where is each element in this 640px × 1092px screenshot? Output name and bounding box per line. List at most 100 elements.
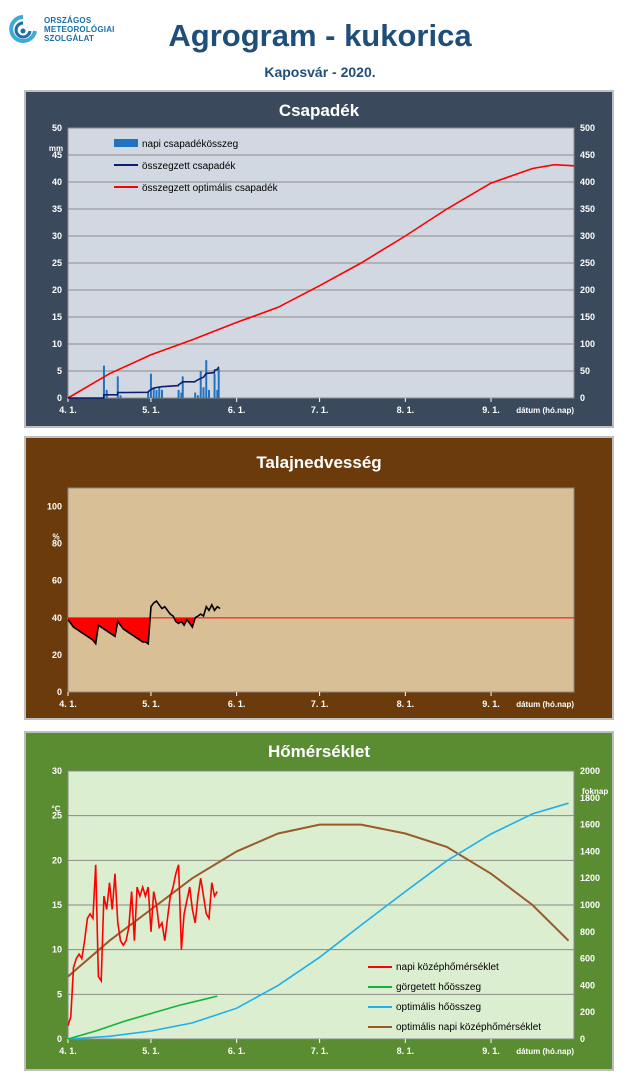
daily-precip-bar (102, 365, 105, 398)
daily-precip-bar (199, 371, 202, 398)
daily-precip-bar (217, 368, 220, 398)
y2-tick-label: 2000 (580, 766, 600, 776)
x-axis-label: dátum (hó.nap) (516, 700, 574, 709)
page-title: Agrogram - kukorica (168, 18, 472, 53)
y-tick-label: 25 (52, 811, 62, 821)
daily-precip-bar (152, 387, 155, 398)
y2-tick-label: 50 (580, 366, 590, 376)
y-tick-label: 20 (52, 650, 62, 660)
soil-moisture-panel: Talajnedvesség 0 20 40 60 80 100 4. 1. 5. 1. 6. 1… (24, 436, 614, 720)
temperature-chart: Hőmérséklet 0 5 10 15 20 25 30 4. 1. 5. 1. 6. 1. 7.… (52, 742, 609, 1056)
logo-text: ORSZÁGOS METEOROLÓGIAI SZOLGÁLAT (44, 16, 115, 43)
y-tick-label: 0 (57, 393, 62, 403)
daily-precip-bar (181, 376, 184, 398)
legend-label: optimális hőösszeg (396, 1002, 481, 1013)
y-tick-label: 60 (52, 576, 62, 586)
series-daily-mean-temp (67, 864, 218, 1026)
logo-line-1: ORSZÁGOS (44, 16, 92, 25)
x-tick-label: 4. 1. (59, 1046, 77, 1056)
x-tick-label: 9. 1. (482, 1046, 500, 1056)
logo-icon (9, 15, 37, 43)
daily-precip-bar (158, 387, 161, 398)
y2-tick-label: 1400 (580, 846, 600, 856)
y2-tick-label: 400 (580, 980, 595, 990)
legend-label: összegzett csapadék (142, 161, 236, 172)
y2-tick-label: 300 (580, 231, 595, 241)
daily-precip-bar (149, 373, 152, 398)
series-optimal-daily-mean (67, 823, 570, 978)
y2-tick-label: 100 (580, 339, 595, 349)
y2-tick-label: 200 (580, 285, 595, 295)
y-tick-label: 30 (52, 766, 62, 776)
x-tick-label: 5. 1. (142, 405, 160, 415)
x-tick-label: 6. 1. (228, 699, 246, 709)
daily-precip-bar (119, 395, 122, 398)
daily-precip-bar (161, 389, 164, 398)
daily-precip-bar (213, 373, 216, 398)
x-tick-label: 8. 1. (397, 1046, 415, 1056)
x-tick-label: 6. 1. (228, 405, 246, 415)
legend-swatch-bar (114, 139, 138, 147)
x-tick-label: 7. 1. (311, 1046, 329, 1056)
x-tick-label: 6. 1. (228, 1046, 246, 1056)
x-tick-label: 9. 1. (482, 699, 500, 709)
legend-label: napi csapadékösszeg (142, 139, 238, 150)
deficit-fill (68, 617, 221, 644)
daily-precip-bar (147, 392, 150, 398)
x-axis-label: dátum (hó.nap) (516, 1047, 574, 1056)
daily-precip-bar (177, 389, 180, 398)
y2-tick-label: 1200 (580, 873, 600, 883)
y2-tick-label: 150 (580, 312, 595, 322)
y-tick-label: 30 (52, 231, 62, 241)
legend-label: optimális napi középhőmérséklet (396, 1022, 541, 1033)
y2-tick-label: 0 (580, 393, 585, 403)
chart-title: Talajnedvesség (256, 453, 381, 472)
y-axis-label: % (52, 533, 59, 542)
page-subtitle: Kaposvár - 2020. (264, 64, 376, 80)
x-tick-label: 4. 1. (59, 405, 77, 415)
daily-precip-bar (180, 392, 183, 398)
y-tick-label: 15 (52, 312, 62, 322)
x-axis-label: dátum (hó.nap) (516, 406, 574, 415)
y2-tick-label: 1600 (580, 820, 600, 830)
y2-tick-label: 250 (580, 258, 595, 268)
y2-tick-label: 400 (580, 177, 595, 187)
y-tick-label: 0 (57, 687, 62, 697)
y-tick-label: 20 (52, 285, 62, 295)
y-tick-label: 80 (52, 539, 62, 549)
y-tick-label: 10 (52, 339, 62, 349)
daily-precip-bar (105, 389, 108, 398)
y2-tick-label: 1000 (580, 900, 600, 910)
x-tick-label: 9. 1. (482, 405, 500, 415)
logo: ORSZÁGOS METEOROLÓGIAI SZOLGÁLAT (8, 14, 118, 54)
soil-moisture-chart: Talajnedvesség 0 20 40 60 80 100 4. 1. 5. 1. 6. 1… (47, 453, 575, 709)
x-tick-label: 8. 1. (397, 405, 415, 415)
y2-tick-label: 200 (580, 1007, 595, 1017)
y-tick-label: 45 (52, 150, 62, 160)
daily-precip-bar (155, 389, 158, 398)
y-tick-label: 0 (57, 1034, 62, 1044)
header: ORSZÁGOS METEOROLÓGIAI SZOLGÁLAT Agrogra… (0, 0, 640, 88)
legend-label: összegzett optimális csapadék (142, 183, 279, 194)
logo-line-2: METEOROLÓGIAI (44, 25, 115, 34)
series-rolling-heat-sum (67, 995, 218, 1040)
y-tick-label: 5 (57, 366, 62, 376)
y-tick-label: 20 (52, 855, 62, 865)
y2-tick-label: 800 (580, 927, 595, 937)
x-tick-label: 5. 1. (142, 1046, 160, 1056)
temperature-panel: Hőmérséklet 0 5 10 15 20 25 30 4. 1. 5. 1. 6. 1. 7.… (24, 731, 614, 1071)
daily-precip-bar (116, 376, 119, 398)
y2-axis-label: foknap (582, 787, 608, 796)
y-axis-label: °C (52, 805, 61, 814)
y-tick-label: 40 (52, 613, 62, 623)
y-tick-label: 15 (52, 900, 62, 910)
daily-precip-bar (216, 389, 219, 398)
y2-tick-label: 0 (580, 1034, 585, 1044)
precipitation-panel: Csapadék 0 5 10 15 20 25 30 35 40 45 50 4. 1. 5. 1. 6.… (24, 90, 614, 428)
series-optimal-heat-sum (67, 802, 569, 1040)
x-tick-label: 8. 1. (397, 699, 415, 709)
x-tick-label: 7. 1. (311, 405, 329, 415)
y2-tick-label: 500 (580, 123, 595, 133)
legend-label: napi középhőmérséklet (396, 962, 499, 973)
plot-area (67, 487, 575, 693)
